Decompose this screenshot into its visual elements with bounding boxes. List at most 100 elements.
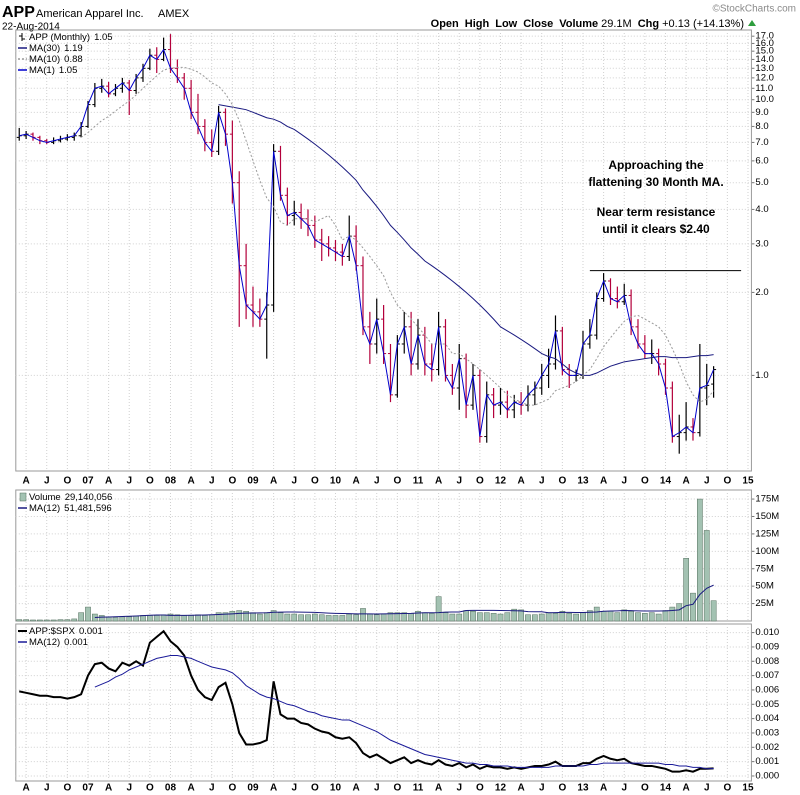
volume-bar [270, 610, 277, 622]
quote-line: Open High Low Close Volume 29.1M Chg +0.13 (+14.… [431, 18, 744, 30]
volume-bar [85, 606, 91, 622]
x-tick-label: O [558, 476, 566, 487]
volume-bar [78, 612, 84, 622]
legend-entry: MA(10) 0.88 [29, 54, 83, 65]
x-tick-label: O [723, 783, 731, 794]
x-tick-label: J [209, 476, 215, 487]
x-tick-label: A [22, 476, 29, 487]
x-tick-label: J [44, 783, 50, 794]
y-tick-label: 100M [755, 546, 779, 557]
x-tick-label: 08 [165, 476, 177, 487]
x-tick-label: J [374, 476, 380, 487]
legend-value: 51,481,596 [64, 503, 112, 514]
volume-bar [332, 615, 339, 622]
y-tick-label: 150M [755, 511, 779, 522]
legend-entry: APP:$SPX 0.001 [29, 626, 103, 637]
quote-name: Open [431, 18, 459, 30]
volume-bar [277, 612, 284, 622]
x-tick-label: J [374, 783, 380, 794]
volume-bar [408, 613, 414, 622]
x-tick-label: A [187, 476, 194, 487]
y-tick-label: 14.0 [755, 54, 774, 65]
volume-bar [401, 612, 408, 622]
y-tick-label: 0.008 [755, 656, 779, 667]
quote-name: Volume [559, 18, 598, 30]
x-tick-label: 12 [495, 476, 507, 487]
x-tick-label: A [187, 783, 194, 794]
y-tick-label: 0.010 [755, 627, 779, 638]
legend-entry: MA(12) 0.001 [29, 637, 88, 648]
volume-bar [518, 609, 524, 622]
volume-bar [477, 612, 483, 622]
volume-bar [580, 612, 586, 622]
x-tick-label: 13 [577, 783, 589, 794]
x-tick-label: J [126, 476, 132, 487]
volume-bar [236, 610, 243, 622]
volume-bar [607, 610, 614, 622]
date: 22-Aug-2014 [2, 22, 60, 33]
x-tick-label: O [228, 476, 236, 487]
x-tick-label: A [435, 476, 442, 487]
x-tick-label: O [63, 476, 71, 487]
x-tick-label: J [456, 476, 462, 487]
volume-bar [229, 610, 236, 622]
up-arrow [748, 20, 756, 26]
y-tick-label: 17.0 [755, 31, 774, 42]
quote-name: Low [495, 18, 517, 30]
volume-bar [312, 613, 318, 622]
legend-value: 1.05 [59, 65, 78, 76]
volume-bar [291, 613, 298, 622]
quote-name: Close [523, 18, 553, 30]
volume-bar [353, 614, 359, 622]
x-tick-label: O [476, 476, 484, 487]
x-tick-label: O [311, 783, 319, 794]
x-tick-label: J [704, 476, 710, 487]
legend-value: 0.88 [64, 54, 83, 65]
volume-bar [325, 615, 332, 622]
x-tick-label: O [393, 476, 401, 487]
volume-bar [655, 613, 662, 622]
legend-entry: Volume 29,140,056 [29, 492, 112, 503]
y-tick-label: 11.0 [755, 83, 773, 94]
x-tick-label: 08 [165, 783, 177, 794]
legend-name: MA(1) [29, 65, 55, 76]
x-tick-label: A [517, 476, 524, 487]
volume-bar [181, 615, 188, 622]
quote-value: +0.13 [662, 18, 690, 30]
y-tick-label: 75M [755, 563, 774, 574]
x-tick-label: 07 [82, 783, 94, 794]
x-tick-label: 14 [660, 783, 672, 794]
volume-bar [243, 610, 249, 622]
company-name: American Apparel Inc. [36, 8, 144, 20]
volume-bar [573, 613, 579, 622]
volume-bar [167, 613, 174, 622]
volume-bar [202, 615, 208, 622]
volume-bar [250, 612, 256, 622]
legend-name: MA(10) [29, 54, 60, 65]
x-tick-label: O [63, 783, 71, 794]
volume-bar [614, 612, 621, 622]
quote-change-pct: (+14.13%) [693, 18, 744, 30]
x-tick-label: A [600, 476, 607, 487]
volume-bar [16, 619, 23, 622]
annotation: until it clears $2.40 [602, 222, 710, 236]
x-tick-label: A [352, 476, 359, 487]
x-tick-label: O [641, 476, 649, 487]
x-tick-label: 11 [413, 476, 424, 487]
y-tick-label: 25M [755, 598, 774, 609]
x-tick-label: O [311, 476, 319, 487]
volume-bar [263, 612, 270, 622]
series-line [80, 66, 714, 406]
y-tick-label: 6.0 [755, 155, 768, 166]
x-tick-label: J [621, 783, 627, 794]
volume-bar [305, 614, 311, 622]
x-tick-label: O [641, 783, 649, 794]
y-tick-label: 50M [755, 581, 774, 592]
x-tick-label: O [476, 783, 484, 794]
volume-bar [538, 613, 545, 622]
legend-value: 29,140,056 [65, 492, 113, 503]
y-tick-label: 4.0 [755, 204, 768, 215]
volume-bar [511, 608, 518, 622]
